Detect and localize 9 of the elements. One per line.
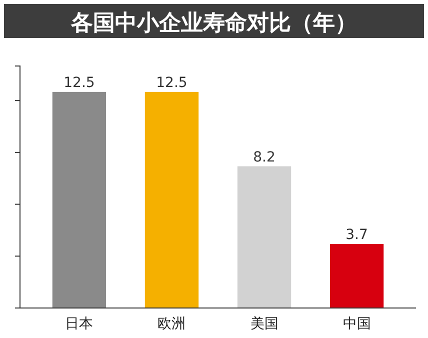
chart-title: 各国中小企业寿命对比（年） xyxy=(70,11,357,36)
x-tick-label: 日本 xyxy=(65,316,94,332)
data-label: 3.7 xyxy=(346,227,368,244)
x-tick-label: 欧洲 xyxy=(158,316,186,332)
x-tick-label: 美国 xyxy=(250,316,278,332)
x-tick-label: 中国 xyxy=(342,316,371,332)
data-label: 8.2 xyxy=(253,149,276,166)
data-label: 12.5 xyxy=(64,74,95,91)
data-label: 12.5 xyxy=(156,74,188,91)
